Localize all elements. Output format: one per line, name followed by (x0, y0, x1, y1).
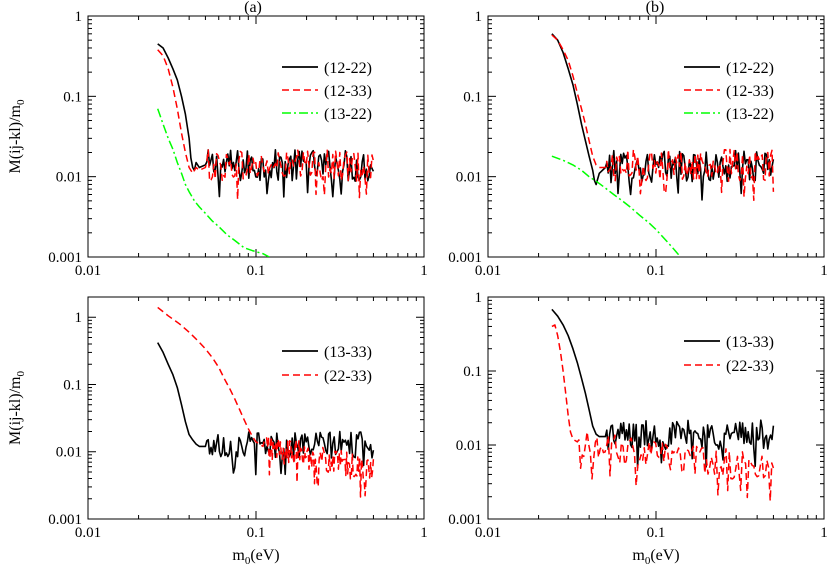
y-tick-label: 0.1 (463, 364, 482, 380)
y-tick-label: 0.001 (448, 250, 482, 266)
data-region (551, 308, 775, 502)
series-line-12-33 (157, 49, 375, 201)
x-tick-label: 0.01 (75, 263, 101, 279)
x-tick-label: 1 (820, 263, 828, 279)
legend-label: (13-22) (324, 106, 372, 123)
y-tick-label: 1 (475, 9, 483, 25)
series-line-22-33 (551, 324, 775, 502)
x-tick-label: 1 (820, 525, 828, 541)
legend-label: (12-22) (324, 60, 372, 77)
legend-label: (22-33) (324, 368, 372, 385)
x-tick-label: 0.01 (75, 525, 101, 541)
panel-a-top: 0.01 0.1 10.0010.010.11(a)M(ij-kl)/m0(12-2… (7, 0, 428, 279)
y-tick-label: 0.001 (48, 250, 82, 266)
x-axis-label: m0(eV) (632, 547, 679, 567)
plot-frame (87, 296, 425, 520)
legend-label: (13-33) (324, 344, 372, 361)
data-region (156, 43, 375, 257)
legend-label: (12-22) (726, 60, 774, 77)
y-tick-label: 0.001 (448, 512, 482, 528)
y-tick-label: 0.1 (463, 89, 482, 105)
y-axis-label: M(ij-kl)/m0 (7, 371, 27, 445)
legend-label: (12-33) (726, 83, 774, 100)
y-tick-label: 0.1 (63, 89, 82, 105)
x-tick-label: 1 (420, 263, 428, 279)
y-tick-label: 1 (75, 9, 83, 25)
x-tick-label: 0.1 (647, 525, 666, 541)
y-tick-label: 0.01 (56, 445, 82, 461)
x-tick-label: 0.1 (647, 263, 666, 279)
legend-label: (13-33) (726, 334, 774, 351)
panel-b-bottom: 0.01 0.1 10.0010.010.11m0(eV)(13-33)(22-33… (448, 290, 828, 567)
x-tick-label: 0.01 (475, 263, 501, 279)
y-tick-label: 1 (75, 310, 83, 326)
y-tick-label: 0.01 (56, 170, 82, 186)
legend-label: (13-22) (726, 106, 774, 123)
series-line-13-33 (156, 342, 375, 476)
panel-b-top: 0.01 0.1 10.0010.010.11(b)(12-22)(12-33)(1… (448, 0, 828, 279)
series-line-12-33 (551, 34, 775, 202)
x-tick-label: 1 (420, 525, 428, 541)
plot-frame (87, 15, 425, 258)
plot-frame (487, 15, 825, 258)
panel-title: (a) (244, 0, 262, 16)
data-region (156, 306, 375, 498)
y-axis-label: M(ij-kl)/m0 (7, 99, 27, 173)
y-tick-label: 0.01 (456, 170, 482, 186)
plot-frame (487, 296, 825, 520)
y-tick-label: 0.001 (48, 512, 82, 528)
series-line-22-33 (157, 306, 375, 498)
legend-label: (22-33) (726, 358, 774, 375)
y-tick-label: 0.1 (63, 377, 82, 393)
legend-label: (12-33) (324, 83, 372, 100)
x-tick-label: 0.01 (475, 525, 501, 541)
series-line-12-22 (551, 33, 775, 201)
panel-title: (b) (646, 0, 665, 16)
series-line-13-22 (156, 108, 270, 257)
y-tick-label: 1 (475, 290, 483, 306)
series-line-13-33 (551, 308, 775, 469)
panel-a-bottom: 0.01 0.1 10.0010.010.11M(ij-kl)/m0m0(eV)(1… (7, 296, 428, 567)
x-tick-label: 0.1 (247, 525, 266, 541)
y-tick-label: 0.01 (456, 438, 482, 454)
data-region (551, 33, 775, 257)
x-axis-label: m0(eV) (232, 547, 279, 567)
x-tick-label: 0.1 (247, 263, 266, 279)
